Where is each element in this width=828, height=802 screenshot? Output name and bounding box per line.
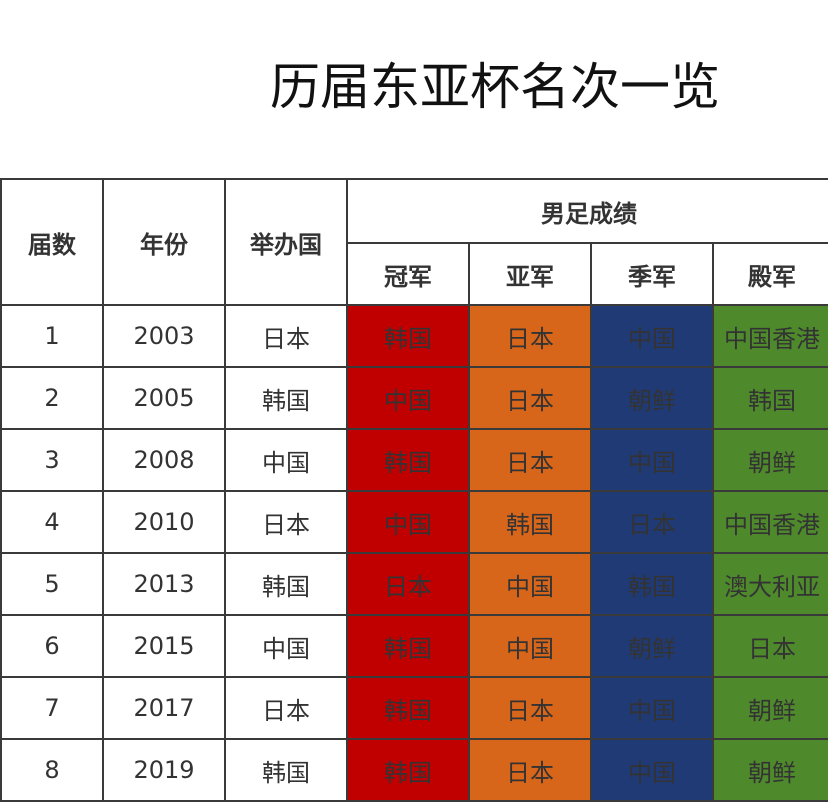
cell-edition: 1 <box>0 304 104 368</box>
cell-champion: 日本 <box>346 552 470 616</box>
cell-third: 韩国 <box>590 552 714 616</box>
table-row: 3 2008 中国 韩国 日本 中国 朝鲜 <box>0 428 828 492</box>
cell-host: 中国 <box>224 428 348 492</box>
cell-edition: 6 <box>0 614 104 678</box>
cell-runner-up: 中国 <box>468 552 592 616</box>
header-fourth: 殿军 <box>712 242 828 306</box>
cell-third: 朝鲜 <box>590 614 714 678</box>
cell-year: 2003 <box>102 304 226 368</box>
cell-runner-up: 中国 <box>468 614 592 678</box>
cell-champion: 韩国 <box>346 428 470 492</box>
table-row: 5 2013 韩国 日本 中国 韩国 澳大利亚 <box>0 552 828 616</box>
cell-year: 2008 <box>102 428 226 492</box>
header-host: 举办国 <box>224 178 348 306</box>
cell-runner-up: 日本 <box>468 304 592 368</box>
table-body: 1 2003 日本 韩国 日本 中国 中国香港 2 2005 韩国 中国 日本 朝鲜 韩国 3 2008 中国韩… <box>0 304 828 802</box>
cell-year: 2005 <box>102 366 226 430</box>
header-mens-results: 男足成绩 <box>346 178 828 244</box>
table-row: 4 2010 日本 中国 韩国 日本 中国香港 <box>0 490 828 554</box>
cell-year: 2015 <box>102 614 226 678</box>
table-row: 6 2015 中国 韩国 中国 朝鲜 日本 <box>0 614 828 678</box>
cell-host: 韩国 <box>224 552 348 616</box>
cell-champion: 中国 <box>346 490 470 554</box>
cell-fourth: 朝鲜 <box>712 428 828 492</box>
cell-third: 中国 <box>590 304 714 368</box>
cell-third: 中国 <box>590 428 714 492</box>
cell-runner-up: 日本 <box>468 366 592 430</box>
cell-edition: 3 <box>0 428 104 492</box>
cell-fourth: 中国香港 <box>712 304 828 368</box>
cell-fourth: 澳大利亚 <box>712 552 828 616</box>
cell-champion: 中国 <box>346 366 470 430</box>
cell-host: 日本 <box>224 676 348 740</box>
table-row: 7 2017 日本 韩国 日本 中国 朝鲜 <box>0 676 828 740</box>
cell-host: 韩国 <box>224 738 348 802</box>
cell-host: 韩国 <box>224 366 348 430</box>
cell-year: 2019 <box>102 738 226 802</box>
header-champion: 冠军 <box>346 242 470 306</box>
cell-fourth: 朝鲜 <box>712 676 828 740</box>
cell-fourth: 韩国 <box>712 366 828 430</box>
cell-fourth: 朝鲜 <box>712 738 828 802</box>
cell-runner-up: 日本 <box>468 428 592 492</box>
cell-host: 日本 <box>224 490 348 554</box>
table-row: 8 2019 韩国 韩国 日本 中国 朝鲜 <box>0 738 828 802</box>
cell-runner-up: 日本 <box>468 738 592 802</box>
cell-third: 中国 <box>590 738 714 802</box>
cell-edition: 8 <box>0 738 104 802</box>
cell-edition: 5 <box>0 552 104 616</box>
cell-champion: 韩国 <box>346 738 470 802</box>
cell-fourth: 日本 <box>712 614 828 678</box>
cell-edition: 4 <box>0 490 104 554</box>
cell-edition: 7 <box>0 676 104 740</box>
cell-year: 2013 <box>102 552 226 616</box>
header-year: 年份 <box>102 178 226 306</box>
cell-third: 日本 <box>590 490 714 554</box>
cell-champion: 韩国 <box>346 304 470 368</box>
cell-champion: 韩国 <box>346 676 470 740</box>
cell-fourth: 中国香港 <box>712 490 828 554</box>
cell-year: 2017 <box>102 676 226 740</box>
cell-runner-up: 韩国 <box>468 490 592 554</box>
cell-champion: 韩国 <box>346 614 470 678</box>
header-edition: 届数 <box>0 178 104 306</box>
page-title: 历届东亚杯名次一览 <box>270 58 720 116</box>
header-third: 季军 <box>590 242 714 306</box>
results-table: 届数 年份 举办国 男足成绩 冠军 亚军 季军 殿军 1 2003 日本 韩国 日本 中国… <box>0 178 828 802</box>
cell-year: 2010 <box>102 490 226 554</box>
table-row: 1 2003 日本 韩国 日本 中国 中国香港 <box>0 304 828 368</box>
cell-runner-up: 日本 <box>468 676 592 740</box>
table-row: 2 2005 韩国 中国 日本 朝鲜 韩国 <box>0 366 828 430</box>
cell-third: 朝鲜 <box>590 366 714 430</box>
cell-third: 中国 <box>590 676 714 740</box>
cell-edition: 2 <box>0 366 104 430</box>
cell-host: 日本 <box>224 304 348 368</box>
header-runner-up: 亚军 <box>468 242 592 306</box>
cell-host: 中国 <box>224 614 348 678</box>
